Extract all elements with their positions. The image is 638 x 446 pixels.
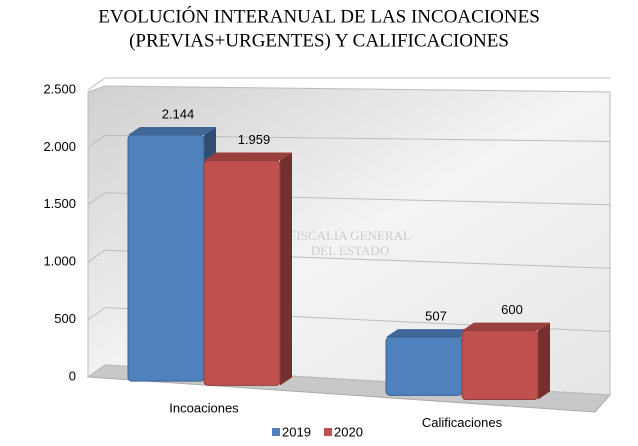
bar xyxy=(461,330,539,401)
chart-title: (PREVIAS+URGENTES) Y CALIFICACIONES xyxy=(129,30,509,51)
grid-line xyxy=(87,249,611,269)
y-tick-label: 2.500 xyxy=(43,81,76,96)
y-tick-label: 1.000 xyxy=(43,254,76,269)
legend-label: 2019 xyxy=(282,424,311,439)
chart-title: EVOLUCIÓN INTERANUAL DE LAS INCOACIONES xyxy=(98,5,540,27)
data-label: 507 xyxy=(425,309,447,324)
watermark: DEL ESTADO xyxy=(311,243,389,258)
bar-side xyxy=(538,322,550,400)
bar xyxy=(385,336,463,396)
grid-line xyxy=(87,307,611,333)
bar xyxy=(127,134,205,382)
y-tick-label: 500 xyxy=(54,311,76,326)
y-tick-label: 0 xyxy=(69,368,76,383)
legend-swatch xyxy=(272,428,280,436)
grid-line xyxy=(87,192,611,206)
bar-top xyxy=(204,152,292,161)
data-label: 1.959 xyxy=(238,132,271,147)
legend-label: 2020 xyxy=(334,424,363,439)
bar-side xyxy=(280,152,292,386)
bar-top xyxy=(386,329,474,338)
bar xyxy=(203,159,281,386)
legend-swatch xyxy=(324,428,332,436)
y-tick-label: 1.500 xyxy=(43,196,76,211)
grid-line xyxy=(87,134,611,148)
x-tick-label: Calificaciones xyxy=(422,415,503,430)
watermark: FISCALIA GENERAL xyxy=(289,228,411,243)
y-tick-label: 2.000 xyxy=(43,139,76,154)
bar-top xyxy=(462,322,550,331)
data-label: 600 xyxy=(501,302,523,317)
data-label: 2.144 xyxy=(162,106,195,121)
grid-line xyxy=(87,77,610,91)
x-tick-label: Incoaciones xyxy=(169,401,239,416)
bar-top xyxy=(128,127,216,136)
